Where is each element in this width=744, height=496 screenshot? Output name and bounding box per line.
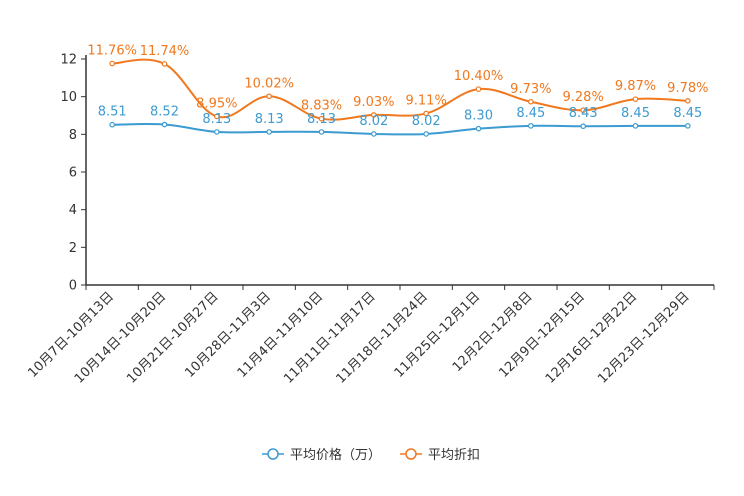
data-label-price: 8.13 [307,112,336,127]
y-tick-label: 10 [60,90,77,105]
data-point-price[interactable] [632,123,639,129]
data-label-discount: 9.78% [667,81,708,96]
data-point-price[interactable] [580,123,586,130]
data-label-price: 8.43 [569,106,598,121]
legend-circle-icon [267,448,279,460]
x-tick-label: 12月23日-12月29日 [595,289,692,386]
data-label-price: 8.51 [98,105,127,120]
y-tick-label: 0 [69,279,77,294]
series-line-price [112,123,688,136]
data-label-discount: 9.73% [510,82,551,97]
data-point-price[interactable] [371,131,377,137]
y-tick-label: 2 [69,241,77,256]
data-label-discount: 9.87% [615,79,656,94]
data-point-discount[interactable] [371,112,377,118]
data-labels: 8.51 8.52 8.13 8.13 8.13 8.02 8.02 8.30 8.45 8.43… [87,44,708,129]
data-label-discount: 10.40% [454,69,504,84]
data-label-price: 8.30 [464,109,493,124]
data-label-discount: 11.76% [87,44,137,59]
data-point-discount[interactable] [318,115,325,122]
data-label-discount: 8.95% [196,96,237,111]
y-tick-label: 12 [60,53,77,68]
y-tick-label: 4 [69,203,77,218]
data-label-discount: 8.83% [301,99,342,114]
data-point-price[interactable] [318,129,325,135]
data-point-price[interactable] [685,123,691,129]
data-point-price[interactable] [423,131,429,137]
data-point-discount[interactable] [632,96,639,102]
x-tick-label: 11月11日-11月17日 [281,289,378,386]
data-label-price: 8.45 [673,106,702,121]
y-tick-label: 8 [69,128,77,143]
data-label-discount: 9.11% [406,93,447,108]
data-point-discount[interactable] [214,113,220,120]
data-label-price: 8.45 [621,106,650,121]
x-tick-label: 11月18日-11月24日 [334,289,431,386]
legend-circle-icon [405,448,417,460]
x-tick-label: 10月7日-10月13日 [25,289,117,381]
data-label-price: 8.02 [412,114,441,129]
data-point-discount[interactable] [475,86,482,92]
data-point-discount[interactable] [580,107,586,114]
data-label-price: 8.52 [150,105,179,120]
legend-label: 平均折扣 [428,448,480,463]
x-tick-label: 10月14日-10月20日 [72,289,169,386]
data-point-discount[interactable] [161,61,168,67]
data-point-price[interactable] [109,121,115,128]
series [109,58,691,137]
legend-label: 平均价格（万） [290,447,381,463]
data-point-price[interactable] [475,125,482,132]
legend-item-discount[interactable]: 平均折扣 [400,448,480,463]
data-label-price: 8.45 [516,106,545,121]
data-label-discount: 9.03% [353,95,394,110]
data-point-discount[interactable] [109,60,115,67]
data-point-price[interactable] [214,129,220,135]
data-label-price: 8.13 [202,112,231,127]
data-point-discount[interactable] [685,98,691,104]
data-point-price[interactable] [266,129,272,135]
legend: 平均价格（万） 平均折扣 [262,447,480,463]
data-point-price[interactable] [161,121,168,128]
data-label-discount: 10.02% [244,76,294,91]
x-tick-label: 10月21日-10月27日 [124,289,221,386]
data-label-price: 8.13 [255,112,284,127]
data-point-price[interactable] [528,123,534,129]
data-label-price: 8.02 [359,114,388,129]
data-point-discount[interactable] [528,98,534,105]
legend-item-price[interactable]: 平均价格（万） [262,447,381,463]
data-point-discount[interactable] [423,110,429,117]
data-label-discount: 11.74% [140,44,190,59]
x-tick-label: 12月16日-12月22日 [543,289,640,386]
data-point-discount[interactable] [266,93,272,100]
data-label-discount: 9.28% [563,90,604,105]
y-tick-label: 6 [69,166,77,181]
